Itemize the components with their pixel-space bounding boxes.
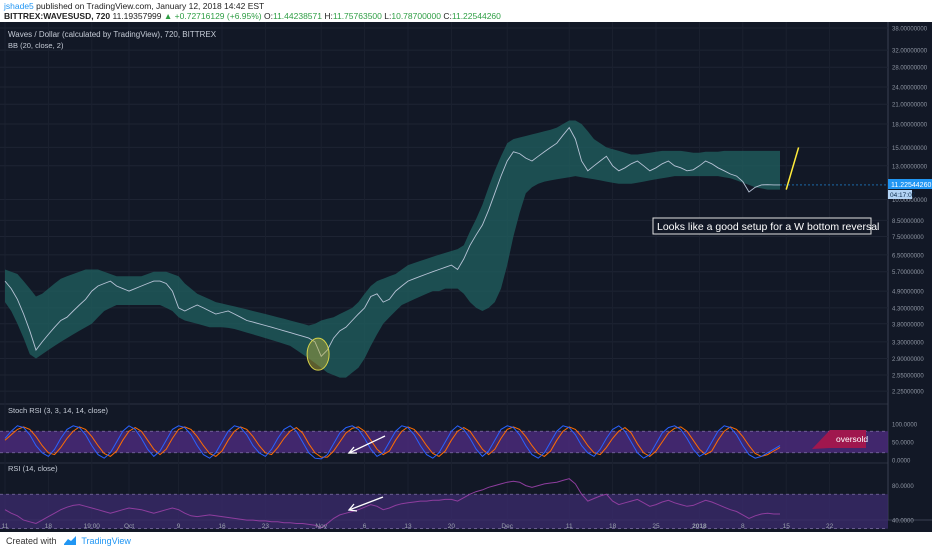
chart-header: jshade5 published on TradingView.com, Ja…: [0, 0, 932, 22]
ohlc-line: BITTREX:WAVESUSD, 720 11.19357999 ▲ +0.7…: [4, 11, 928, 21]
price-tick-label: 10.00000000: [892, 198, 928, 204]
time-tick-label: 6: [363, 523, 367, 530]
time-tick-label: 16: [218, 523, 226, 530]
price-tick-label: 38.00000000: [892, 27, 928, 33]
time-tick-label: 23: [262, 523, 270, 530]
time-tick-label: 13: [404, 523, 412, 530]
stoch-legend: Stoch RSI (3, 3, 14, 14, close): [8, 406, 109, 415]
price-tick-label: 15.00000000: [892, 146, 928, 152]
open-value: 11.44238571: [272, 11, 322, 21]
projection-line: [785, 147, 800, 190]
price-tick-label: 3.80000000: [892, 322, 924, 328]
last-close: 11.19357999: [112, 11, 162, 21]
author-link[interactable]: jshade5: [4, 1, 34, 11]
highlight-circle: [306, 337, 330, 371]
publish-line: jshade5 published on TradingView.com, Ja…: [4, 1, 928, 11]
bb-legend: BB (20, close, 2): [8, 41, 64, 50]
price-tick-label: 32.00000000: [892, 49, 928, 55]
bollinger-band: [5, 120, 780, 378]
time-tick-label: 11: [2, 523, 9, 530]
price-tick-label: 3.30000000: [892, 340, 924, 346]
price-tick-label: 4.90000000: [892, 290, 924, 296]
price-pane[interactable]: [4, 120, 888, 378]
axes: 38.00000000 32.00000000 28.00000000 24.0000…: [2, 27, 928, 531]
time-tick-label: 25: [652, 523, 660, 530]
high-value: 11.75763500: [332, 11, 382, 21]
price-tick-label: 2.25000000: [892, 390, 924, 396]
time-tick-label: 8: [741, 523, 745, 530]
symbol-label: BITTREX:WAVESUSD, 720: [4, 11, 111, 21]
time-tick-label: 18: [609, 523, 617, 530]
stoch-tick-label: 0.0000: [892, 459, 911, 465]
oversold-box: [812, 430, 866, 449]
annotation-text: Looks like a good setup for a W bottom r…: [657, 221, 879, 233]
price-tick-label: 24.00000000: [892, 86, 928, 92]
chart-area[interactable]: 38.00000000 32.00000000 28.00000000 24.0000…: [0, 22, 932, 532]
price-tick-label: 28.00000000: [892, 66, 928, 72]
oversold-text: oversold: [836, 434, 868, 444]
price-tick-label: 21.00000000: [892, 103, 928, 109]
low-label: L:: [384, 11, 392, 21]
time-tick-label: 2018: [692, 523, 707, 530]
price-tick-label: 5.70000000: [892, 270, 924, 276]
countdown-text: 04:17:07: [890, 192, 916, 199]
w-bottom-annotation[interactable]: Looks like a good setup for a W bottom r…: [652, 217, 879, 235]
tradingview-logo-icon: [64, 536, 77, 545]
price-tick-label: 2.90000000: [892, 357, 924, 363]
annotation-box: [652, 217, 872, 235]
time-tick-label: 11: [566, 523, 573, 530]
price-tick-label: 8.50000000: [892, 219, 924, 225]
close-label: C:: [443, 11, 452, 21]
stoch-band: [0, 431, 888, 453]
price-tick-label: 18.00000000: [892, 122, 928, 128]
time-tick-label: 9: [177, 523, 181, 530]
price-tick-label: 7.50000000: [892, 235, 924, 241]
time-tick-label: Oct: [124, 523, 134, 530]
stoch-d-line: [4, 426, 781, 458]
time-tick-label: 15: [783, 523, 791, 530]
price-tick-label: 2.55000000: [892, 374, 924, 380]
last-price-tag: 11.22544260 04:17:07: [888, 179, 932, 199]
arrow-stoch: [347, 435, 386, 454]
close-value: 11.22544260: [451, 11, 501, 21]
main-legend: Waves / Dollar (calculated by TradingVie…: [8, 30, 217, 39]
time-tick-label: 19:00: [84, 523, 101, 530]
time-tick-label: Nov: [315, 523, 327, 530]
stoch-tick-label: 50.0000: [892, 441, 914, 447]
tradingview-brand[interactable]: TradingView: [81, 536, 131, 546]
rsi-tick-label: 80.0000: [892, 484, 914, 490]
time-tick-label: Dec: [501, 523, 513, 530]
price-tick-label: 6.50000000: [892, 253, 924, 259]
publish-info: published on TradingView.com, January 12…: [33, 1, 265, 11]
footer: Created with TradingView: [0, 532, 932, 550]
stoch-rsi-pane[interactable]: [0, 425, 888, 460]
price-tick-label: 13.00000000: [892, 164, 928, 170]
rsi-tick-label: 40.0000: [892, 519, 914, 525]
stoch-k-line: [4, 425, 781, 460]
arrow-rsi: [347, 496, 384, 512]
rsi-pane[interactable]: [0, 478, 888, 529]
time-tick-label: 18: [45, 523, 53, 530]
open-label: O:: [264, 11, 273, 21]
oversold-callout[interactable]: oversold: [812, 430, 868, 449]
price-change: ▲ +0.72716129 (+6.95%): [163, 11, 262, 21]
created-with-label: Created with: [6, 536, 57, 546]
time-tick-label: 20: [448, 523, 456, 530]
price-line: [4, 126, 780, 358]
low-value: 10.78700000: [391, 11, 441, 21]
chart-svg[interactable]: 38.00000000 32.00000000 28.00000000 24.0000…: [0, 22, 932, 532]
price-tick-label: 4.30000000: [892, 306, 924, 312]
high-label: H:: [324, 11, 333, 21]
rsi-legend: RSI (14, close): [8, 464, 58, 473]
rsi-line: [4, 478, 780, 529]
stoch-tick-label: 100.0000: [892, 423, 918, 429]
time-tick-label: 22: [826, 523, 834, 530]
last-price-text: 11.22544260: [891, 182, 931, 189]
